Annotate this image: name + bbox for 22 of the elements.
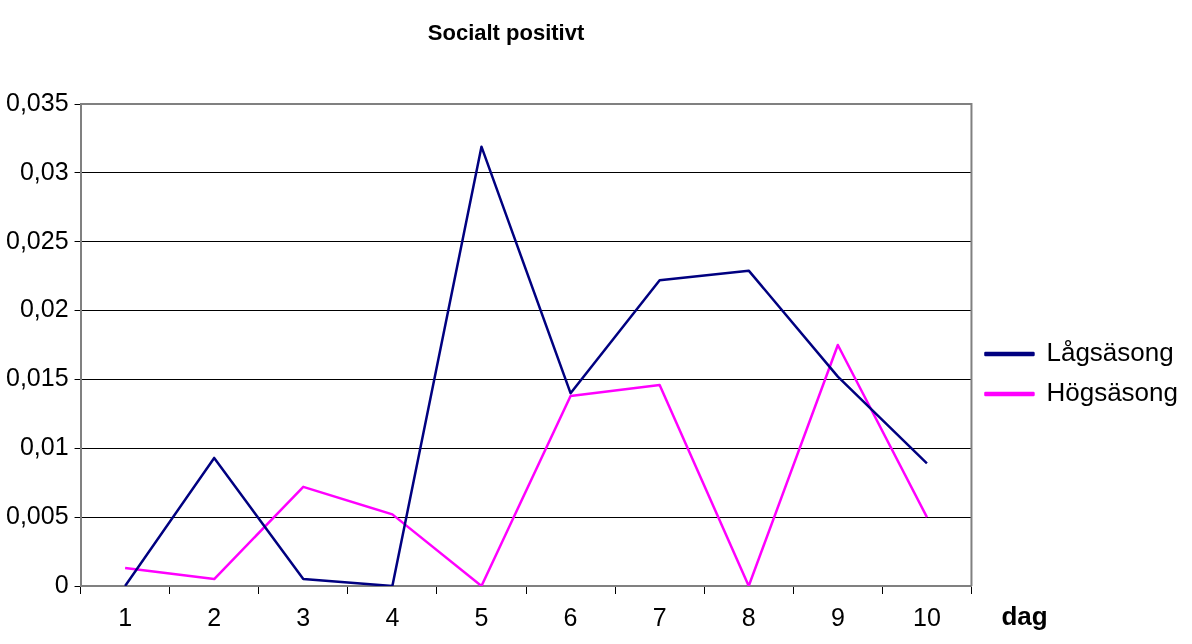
y-tick-label: 0,015 — [6, 363, 69, 392]
y-tick-label: 0,035 — [6, 87, 69, 116]
x-tick-label: 1 — [118, 602, 133, 631]
x-tick-label: 5 — [474, 602, 489, 631]
x-tick-label: 4 — [385, 602, 400, 631]
x-axis-title: dag — [1001, 601, 1048, 632]
chart-title: Socialt positivt — [427, 20, 585, 46]
x-tick-label: 8 — [741, 602, 756, 631]
y-tick-label: 0,01 — [19, 432, 69, 461]
y-tick-label: 0 — [54, 569, 69, 598]
y-tick-label: 0,025 — [6, 225, 69, 254]
x-tick-label: 3 — [296, 602, 311, 631]
y-tick-label: 0,005 — [6, 501, 69, 530]
x-tick-label: 10 — [913, 602, 941, 631]
legend-label: Högsäsong — [1046, 377, 1179, 408]
x-tick-label: 2 — [207, 602, 222, 631]
legend-label: Lågsäsong — [1046, 337, 1174, 368]
x-tick-label: 6 — [563, 602, 578, 631]
x-tick-label: 7 — [652, 602, 667, 631]
y-tick-label: 0,02 — [19, 294, 69, 323]
x-tick-label: 9 — [830, 602, 845, 631]
y-tick-label: 0,03 — [19, 156, 69, 185]
